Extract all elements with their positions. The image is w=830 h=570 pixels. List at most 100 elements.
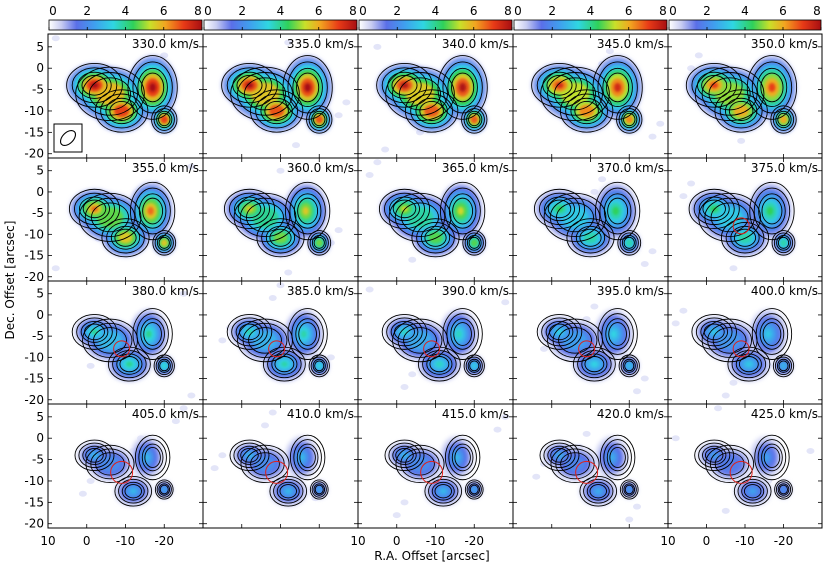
noise-blob <box>86 362 95 369</box>
contour-line <box>110 225 141 250</box>
contour-line <box>444 434 481 481</box>
contour-line <box>429 356 450 373</box>
contour-line <box>623 236 635 249</box>
channel-panel: 350.0 km/s <box>685 37 818 144</box>
noise-blob <box>679 193 688 200</box>
contour-line <box>311 481 327 498</box>
contour-line <box>309 232 329 254</box>
x-tick-label: 0 <box>393 534 401 548</box>
contour-line <box>419 100 444 121</box>
emission-level <box>302 206 309 216</box>
contour-line <box>570 97 603 125</box>
contour-line <box>93 327 127 354</box>
contour-line <box>619 479 639 500</box>
x-axis-label: R.A. Offset [arcsec] <box>374 549 489 563</box>
emission-level <box>316 362 323 369</box>
contour-line <box>381 313 428 350</box>
contour-line <box>559 89 614 133</box>
contour-line <box>383 192 426 226</box>
contour-line <box>265 225 296 250</box>
contour-line <box>468 483 481 496</box>
colorbar-tick-label: 6 <box>625 4 633 18</box>
contour-line <box>82 445 107 465</box>
contour-line <box>463 354 485 378</box>
emission-level <box>95 82 125 106</box>
contour-line <box>158 483 171 496</box>
contour-line <box>772 108 795 131</box>
contour-line <box>691 313 737 350</box>
contour-line <box>712 327 747 354</box>
contour-line <box>467 358 481 373</box>
contour-line <box>78 192 142 242</box>
emission-level <box>145 330 152 338</box>
contour-line <box>777 112 790 127</box>
noise-blob <box>365 286 374 293</box>
emission-level <box>459 82 467 92</box>
contour-line <box>231 317 268 347</box>
contour-line <box>542 71 577 99</box>
contour-line <box>746 55 798 120</box>
contour-line <box>589 484 607 499</box>
contour-line <box>450 318 475 350</box>
contour-line <box>71 67 118 104</box>
emission-level <box>457 206 464 216</box>
emission-level <box>90 82 99 89</box>
contour-line <box>101 218 150 258</box>
colorbar-tick-label: 6 <box>470 4 478 18</box>
contour-line <box>242 322 288 358</box>
contour-line <box>84 197 136 238</box>
red-ring <box>113 340 131 358</box>
colorbar-tick-label: 8 <box>349 4 357 18</box>
contour-line <box>607 197 629 225</box>
contour-line <box>606 443 629 472</box>
contour-line <box>141 443 164 472</box>
emission-level <box>245 82 254 89</box>
contour-line <box>463 108 485 131</box>
contour-line <box>439 181 486 241</box>
noise-blob <box>373 43 382 50</box>
contour-line <box>237 199 262 219</box>
y-axis-label: Dec. Offset [arcsec] <box>3 221 17 340</box>
emission-level <box>96 207 124 228</box>
contour-line <box>465 356 483 376</box>
contour-line <box>776 234 791 251</box>
contour-line <box>608 322 627 346</box>
contour-line <box>239 197 291 238</box>
emission-level <box>780 239 787 247</box>
contour-line <box>550 447 569 463</box>
emission-level <box>765 330 771 338</box>
contour-line <box>420 225 451 250</box>
noise-blob <box>648 133 657 140</box>
contour-line <box>404 89 459 133</box>
contour-line <box>156 110 173 129</box>
contour-line <box>159 484 169 495</box>
contour-line <box>547 72 603 116</box>
x-tick-label: 10 <box>40 534 55 548</box>
contour-line <box>261 222 300 254</box>
channel-panel: 335.0 km/s <box>221 37 354 149</box>
x-tick-label: -10 <box>426 534 446 548</box>
noise-blob <box>373 159 382 166</box>
noise-blob <box>261 422 269 429</box>
contour-line <box>566 218 615 258</box>
emission-level <box>315 239 323 247</box>
noise-blob <box>408 371 417 378</box>
emission-level <box>130 488 137 494</box>
contour-line <box>624 484 634 495</box>
contour-line <box>777 236 790 249</box>
contour-line <box>85 447 104 463</box>
emission-level <box>161 486 167 493</box>
contour-line <box>772 354 795 378</box>
contour-line <box>264 100 289 121</box>
contour-line <box>271 353 298 375</box>
contour-line <box>698 196 730 222</box>
contour-line <box>694 439 735 472</box>
noise-blob <box>598 176 607 183</box>
colorbar-tick-label: 4 <box>122 4 130 18</box>
contour-line <box>737 478 768 504</box>
emission-level <box>591 361 598 367</box>
contour-line <box>311 234 327 251</box>
colorbar-tick-label: 2 <box>393 4 401 18</box>
x-tick-label: 10 <box>660 534 675 548</box>
